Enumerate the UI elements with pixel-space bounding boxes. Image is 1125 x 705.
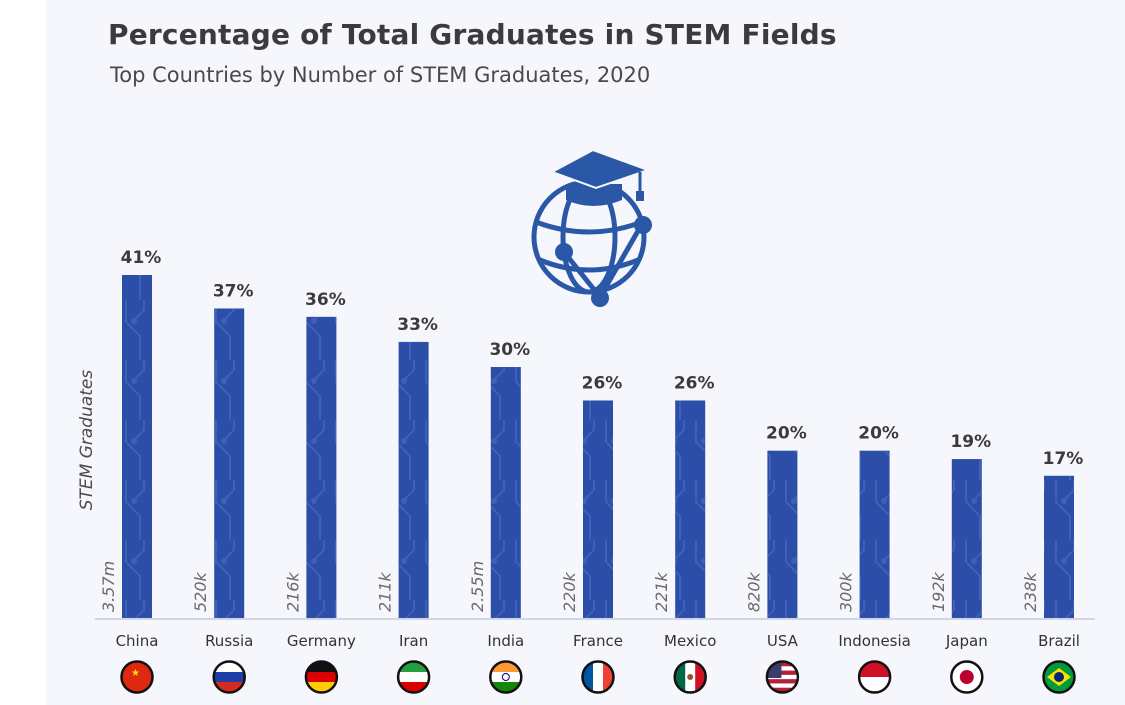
chart-subtitle: Top Countries by Number of STEM Graduate…: [110, 63, 651, 87]
value-label: 37%: [213, 281, 254, 301]
x-tick-label: Indonesia: [838, 632, 911, 650]
russia-flag-icon: [212, 660, 246, 694]
graduate-count-label: 3.57m: [99, 561, 118, 612]
x-tick-label: Russia: [205, 632, 253, 650]
graduate-count-label: 221k: [652, 571, 671, 612]
value-label: 26%: [582, 373, 623, 393]
china-flag-icon: ★: [120, 660, 154, 694]
iran-flag-icon: [396, 660, 431, 694]
chart-title: Percentage of Total Graduates in STEM Fi…: [108, 18, 837, 51]
bar-pattern-japan: [951, 459, 982, 618]
graduation-globe-icon: [531, 148, 652, 307]
x-tick-label: India: [487, 632, 524, 650]
bar-pattern-france: [583, 400, 613, 618]
y-axis-label: STEM Graduates: [77, 370, 97, 511]
france-flag-icon: [581, 660, 615, 694]
value-label: 30%: [489, 340, 530, 360]
usa-flag-icon: [765, 660, 800, 694]
bar-pattern-usa: [767, 450, 798, 618]
japan-flag-icon: [950, 660, 984, 694]
x-tick-label: Germany: [287, 632, 356, 650]
x-tick-label: Mexico: [664, 632, 716, 650]
value-label: 17%: [1043, 449, 1084, 469]
bar-pattern-russia: [214, 308, 245, 618]
indonesia-flag-icon: [857, 660, 892, 694]
x-tick-label: Brazil: [1038, 632, 1080, 650]
graduate-count-label: 238k: [1021, 571, 1040, 612]
bar-pattern-mexico: [675, 400, 706, 618]
bar-pattern-indonesia: [859, 450, 890, 618]
graduate-count-label: 300k: [837, 571, 856, 612]
bar-pattern-iran: [398, 341, 429, 618]
graduate-count-label: 2.55m: [468, 561, 487, 612]
graduate-count-label: 211k: [376, 571, 395, 612]
x-tick-label: USA: [767, 632, 799, 650]
svg-text:★: ★: [131, 668, 140, 679]
india-flag-icon: [489, 660, 523, 694]
value-label: 33%: [397, 315, 438, 335]
germany-flag-icon: [304, 660, 339, 694]
brazil-flag-icon: [1042, 660, 1076, 694]
x-tick-label: Japan: [945, 632, 988, 650]
bar-pattern-china: [122, 275, 152, 618]
graduate-count-label: 520k: [191, 571, 210, 612]
mexico-flag-icon: [673, 660, 707, 694]
bar-pattern-brazil: [1044, 475, 1074, 618]
graduate-count-label: 220k: [560, 571, 579, 612]
value-label: 20%: [766, 424, 807, 444]
graduate-count-label: 192k: [929, 571, 948, 612]
value-label: 20%: [858, 424, 899, 444]
bar-pattern-india: [490, 367, 521, 618]
graduate-count-label: 820k: [744, 571, 763, 612]
value-label: 36%: [305, 290, 346, 310]
x-tick-label: China: [116, 632, 159, 650]
bar-pattern-germany: [306, 316, 337, 618]
value-label: 19%: [950, 432, 991, 452]
graduate-count-label: 216k: [283, 571, 302, 612]
x-tick-label: France: [573, 632, 623, 650]
value-label: 41%: [121, 248, 162, 268]
value-label: 26%: [674, 373, 715, 393]
x-tick-label: Iran: [399, 632, 428, 650]
